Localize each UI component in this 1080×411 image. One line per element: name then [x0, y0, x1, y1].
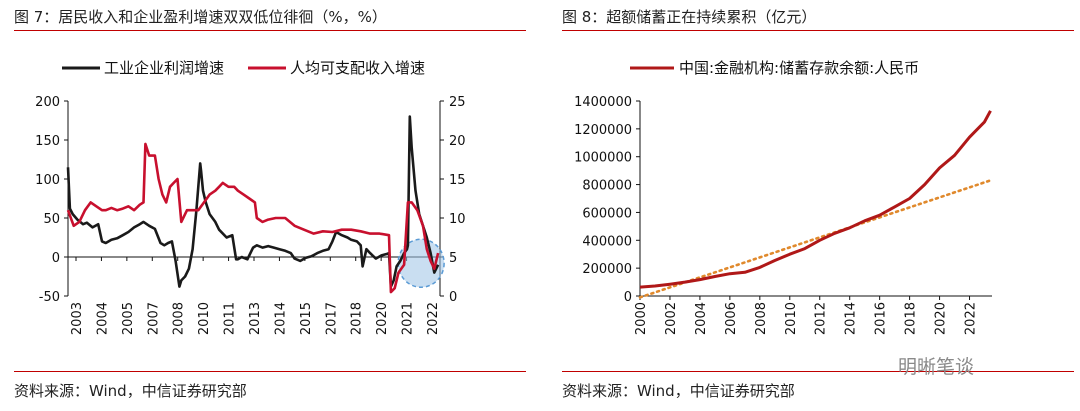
left-figure-title: 图 7：居民收入和企业盈利增速双双低位徘徊（%，%） — [14, 8, 387, 26]
x-tick-label: 2020 — [934, 302, 949, 335]
right-figure-title: 图 8：超额储蓄正在持续累积（亿元） — [562, 8, 817, 26]
x-tick-label: 2003 — [70, 302, 85, 335]
x-tick-label: 2014 — [844, 302, 859, 335]
left-y-tick-label: 150 — [35, 134, 60, 149]
left-source-text: 资料来源：Wind，中信证券研究部 — [14, 382, 247, 400]
y-tick-label: 400000 — [582, 234, 632, 249]
watermark-text: 明晰笔谈 — [898, 356, 975, 378]
right-y-tick-label: 25 — [449, 95, 466, 110]
right-source-text: 资料来源：Wind，中信证券研究部 — [562, 382, 795, 400]
right-title-rule — [562, 30, 1074, 31]
x-tick-label: 2015 — [299, 302, 314, 335]
x-tick-label: 2022 — [426, 302, 441, 335]
right-y-tick-label: 5 — [449, 251, 457, 266]
left-y-tick-label: 0 — [52, 251, 60, 266]
x-tick-label: 2018 — [904, 302, 919, 335]
right-y-tick-label: 15 — [449, 173, 466, 188]
x-tick-label: 2004 — [694, 302, 709, 335]
left-figure-panel: 图 7：居民收入和企业盈利增速双双低位徘徊（%，%） -50 0 50 100 150 2… — [0, 0, 530, 411]
legend-label-profit: 工业企业利润增速 — [104, 59, 224, 77]
x-tick-label: 2008 — [754, 302, 769, 335]
x-tick-label: 2000 — [634, 302, 649, 335]
right-y-tick-label: 0 — [449, 290, 457, 305]
left-y-tick-label: -50 — [39, 290, 60, 305]
x-tick-label: 2020 — [375, 302, 390, 335]
x-tick-label: 2004 — [95, 302, 110, 335]
right-y-tick-label: 20 — [449, 134, 466, 149]
x-tick-label: 2007 — [146, 302, 161, 335]
x-tick-label: 2018 — [350, 302, 365, 335]
right-chart: 0 200000 400000 600000 800000 1000000 1200000 1… — [574, 59, 992, 335]
x-tick-label: 2022 — [964, 302, 979, 335]
x-tick-label: 2017 — [324, 302, 339, 335]
y-tick-label: 1000000 — [574, 151, 632, 166]
left-y-tick-label: 100 — [35, 173, 60, 188]
left-y-tick-label: 200 — [35, 95, 60, 110]
legend-label-income: 人均可支配收入增速 — [290, 59, 425, 77]
savings-deposit-line — [639, 110, 992, 289]
right-y-tick-label: 10 — [449, 212, 466, 227]
x-tick-label: 2016 — [874, 302, 889, 335]
profit-growth-line — [66, 115, 440, 288]
x-tick-label: 2006 — [724, 302, 739, 335]
y-tick-label: 600000 — [582, 206, 632, 221]
y-tick-label: 0 — [624, 290, 632, 305]
y-tick-label: 200000 — [582, 262, 632, 277]
x-tick-label: 2002 — [664, 302, 679, 335]
x-tick-label: 2010 — [197, 302, 212, 335]
right-figure-panel: 图 8：超额储蓄正在持续累积（亿元） 0 200000 400000 600000 80… — [548, 0, 1080, 411]
x-tick-label: 2010 — [784, 302, 799, 335]
y-tick-label: 1200000 — [574, 123, 632, 138]
x-tick-label: 2013 — [248, 302, 263, 335]
trend-line — [638, 179, 992, 299]
x-tick-label: 2021 — [401, 302, 416, 335]
right-source-rule — [562, 371, 1074, 372]
left-chart: -50 0 50 100 150 200 0 5 10 15 20 25 2003 2004 2005 200… — [35, 59, 466, 335]
x-tick-label: 2014 — [273, 302, 288, 335]
left-source-rule — [14, 371, 526, 372]
x-tick-label: 2008 — [172, 302, 187, 335]
x-tick-label: 2012 — [814, 302, 829, 335]
y-tick-label: 800000 — [582, 179, 632, 194]
income-growth-line — [66, 142, 440, 294]
left-title-rule — [14, 30, 526, 31]
x-tick-label: 2011 — [223, 302, 238, 335]
y-tick-label: 1400000 — [574, 95, 632, 110]
x-tick-label: 2005 — [121, 302, 136, 335]
left-y-tick-label: 50 — [43, 212, 60, 227]
legend-label-savings: 中国:金融机构:储蓄存款余额:人民币 — [679, 59, 919, 77]
